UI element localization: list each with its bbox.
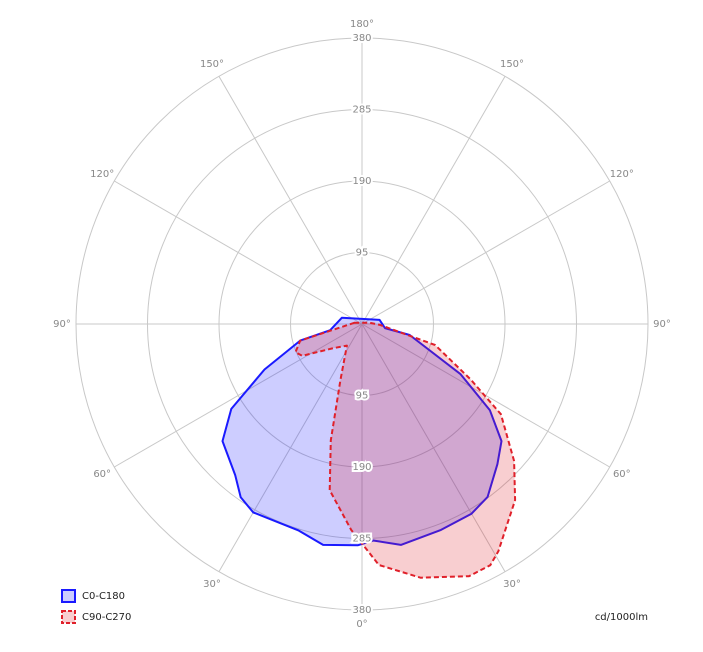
series-area [221, 316, 503, 547]
unit-label: cd/1000lm [595, 612, 648, 623]
angle-tick-label: 90° [653, 319, 671, 330]
angle-tick-label: 120° [90, 169, 114, 180]
r-tick-label: 95 [356, 248, 369, 259]
angle-tick-label: 30° [503, 579, 521, 590]
grid [75, 37, 649, 611]
angle-tick-label: 120° [610, 169, 634, 180]
angle-tick-label: 150° [200, 59, 224, 70]
angle-tick-label: 30° [203, 579, 221, 590]
grid-spoke [361, 323, 506, 572]
legend-label: C90-C270 [82, 612, 131, 623]
legend-swatch [61, 610, 76, 624]
r-tick-label: 190 [352, 462, 371, 473]
angle-tick-label: 0° [356, 619, 367, 630]
angle-tick-label: 180° [350, 19, 374, 30]
grid-spoke [361, 180, 610, 325]
grid-spoke [114, 180, 363, 325]
angle-tick-label: 90° [53, 319, 71, 330]
grid-spoke [361, 76, 506, 325]
r-tick-label: 285 [352, 534, 371, 545]
grid-spoke [218, 323, 363, 572]
grid-spoke [114, 323, 363, 468]
legend-label: C0-C180 [82, 591, 125, 602]
series-area [294, 321, 517, 579]
legend-swatch [61, 589, 76, 603]
r-tick-label: 285 [352, 105, 371, 116]
r-tick-label: 95 [356, 391, 369, 402]
angle-tick-label: 60° [613, 469, 631, 480]
angle-tick-label: 60° [93, 469, 111, 480]
r-tick-label: 380 [352, 605, 371, 616]
r-tick-label: 190 [352, 176, 371, 187]
r-tick-label: 380 [352, 33, 371, 44]
grid-spoke [218, 76, 363, 325]
angle-tick-label: 150° [500, 59, 524, 70]
